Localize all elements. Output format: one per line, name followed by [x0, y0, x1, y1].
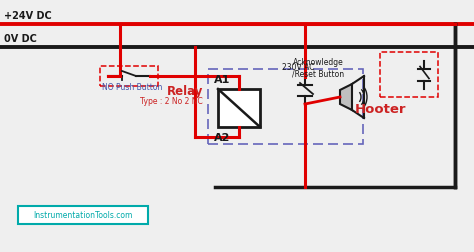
Text: Relay: Relay: [167, 85, 203, 98]
Bar: [100, 67, 158, 87]
Text: 0V DC: 0V DC: [4, 34, 37, 44]
Polygon shape: [340, 85, 352, 111]
Text: Acknowledge
/Reset Button: Acknowledge /Reset Button: [292, 58, 344, 78]
Bar: [380, 53, 438, 98]
Bar: [218, 90, 260, 128]
Text: A1: A1: [214, 75, 230, 85]
Bar: [18, 206, 148, 224]
Bar: [208, 70, 363, 144]
Text: Hooter: Hooter: [355, 103, 407, 115]
Text: Type : 2 No 2 NC: Type : 2 No 2 NC: [140, 97, 203, 106]
Text: +24V DC: +24V DC: [4, 11, 52, 21]
Text: 230V AC: 230V AC: [282, 63, 314, 72]
Text: NO Push Button: NO Push Button: [102, 83, 163, 92]
Text: InstrumentationTools.com: InstrumentationTools.com: [33, 211, 133, 220]
Text: A2: A2: [214, 133, 230, 142]
